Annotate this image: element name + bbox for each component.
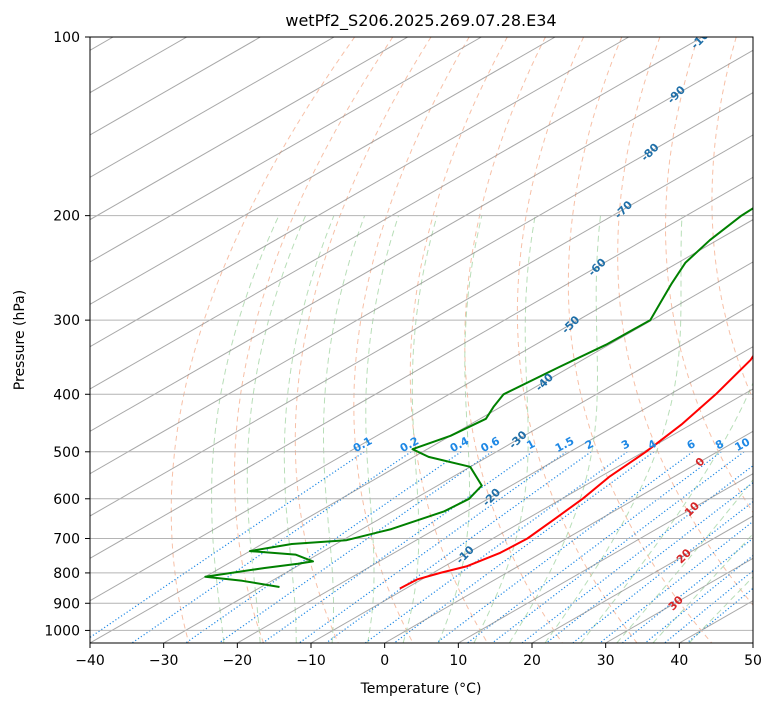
dewpoint-profile-line — [204, 207, 753, 588]
y-tick-label: 400 — [53, 387, 80, 403]
grid-layer — [90, 37, 753, 643]
dry-adiabat-line — [234, 37, 394, 643]
isotherm-line — [90, 134, 753, 517]
x-tick-label: 30 — [597, 653, 615, 669]
isotherm-line — [90, 37, 630, 348]
isotherm-line — [163, 303, 753, 643]
mixing-ratio-label: 10 — [733, 435, 753, 454]
mixing-ratio-line — [298, 451, 567, 643]
x-tick-label: −10 — [296, 653, 326, 669]
y-tick-label: 100 — [53, 30, 80, 46]
moist-adiabat-line — [438, 215, 483, 643]
isotherm-line — [90, 261, 753, 643]
isotherm-line — [384, 430, 753, 643]
isotherm-line — [458, 473, 753, 643]
x-tick-label: −40 — [75, 653, 105, 669]
moist-adiabat-label: 40 — [658, 640, 678, 660]
axes-layer: −40 −30 −20 −10 0 10 20 30 40 50 100 200 300 400 500 60… — [44, 30, 762, 669]
x-tick-label: 10 — [449, 653, 467, 669]
moist-adiabat-line — [211, 215, 280, 643]
x-tick-label: 50 — [744, 653, 762, 669]
mixing-ratio-line — [90, 451, 365, 639]
moist-adiabat-line — [688, 576, 753, 643]
x-tick-label: 0 — [380, 653, 389, 669]
dry-adiabat-line — [409, 37, 508, 643]
x-tick-label: −20 — [223, 653, 253, 669]
isotherm-line — [90, 219, 753, 602]
isotherm-line — [90, 49, 753, 432]
moist-adiabat-line — [616, 479, 753, 643]
y-tick-label: 300 — [53, 313, 80, 329]
isotherm-line — [90, 176, 753, 559]
moist-adiabat-line — [402, 215, 438, 643]
isotherm-line — [90, 37, 556, 305]
isotherm-line — [531, 515, 753, 643]
isotherm-line — [90, 92, 753, 475]
y-tick-label: 500 — [53, 445, 80, 461]
mixing-ratio-line — [686, 587, 753, 643]
moist-adiabat-line — [365, 215, 400, 643]
moist-adiabat-line — [473, 215, 536, 643]
moist-adiabat-line — [652, 533, 753, 643]
y-axis-label: Pressure (hPa) — [12, 290, 28, 390]
plot-area — [90, 37, 753, 643]
isotherm-line — [90, 37, 409, 221]
isotherm-line — [90, 37, 703, 390]
dry-adiabat-line — [516, 37, 638, 643]
moist-adiabat-line — [508, 215, 601, 643]
mixing-ratio-line — [131, 451, 412, 643]
dry-adiabat-line — [567, 37, 713, 643]
x-tick-label: 20 — [523, 653, 541, 669]
x-tick-label: 40 — [670, 653, 688, 669]
dry-adiabat-line — [711, 37, 753, 401]
y-tick-label: 600 — [53, 492, 80, 508]
isotherm-line — [237, 346, 753, 643]
x-axis-label: Temperature (°C) — [360, 681, 482, 697]
isotherm-line — [90, 37, 482, 263]
moist-adiabat-line — [323, 215, 366, 643]
series-layer — [204, 207, 753, 590]
dry-adiabat-line — [170, 37, 356, 643]
chart-title: wetPf2_S206.2025.269.07.28.E34 — [285, 11, 556, 31]
y-tick-label: 800 — [53, 566, 80, 582]
mixing-ratio-line — [262, 451, 533, 643]
dry-adiabat-line — [617, 37, 753, 606]
y-tick-label: 1000 — [44, 623, 80, 639]
x-tick-label: −30 — [149, 653, 179, 669]
mixing-ratio-line — [521, 464, 753, 643]
temperature-profile-line — [399, 354, 753, 590]
mixing-ratio-line — [325, 451, 592, 643]
y-tick-label: 900 — [53, 596, 80, 612]
mixing-ratio-line — [572, 500, 753, 643]
moist-adiabat-line — [283, 215, 335, 643]
y-tick-label: 200 — [53, 209, 80, 225]
dry-adiabat-line — [353, 37, 470, 643]
isotherm-line — [90, 37, 335, 178]
mixing-ratio-line — [218, 451, 493, 643]
dry-adiabat-line — [665, 37, 753, 514]
dry-adiabat-line — [464, 37, 563, 643]
y-tick-label: 700 — [53, 532, 80, 548]
plot-frame — [89, 36, 754, 644]
isotherm-line — [310, 388, 753, 643]
